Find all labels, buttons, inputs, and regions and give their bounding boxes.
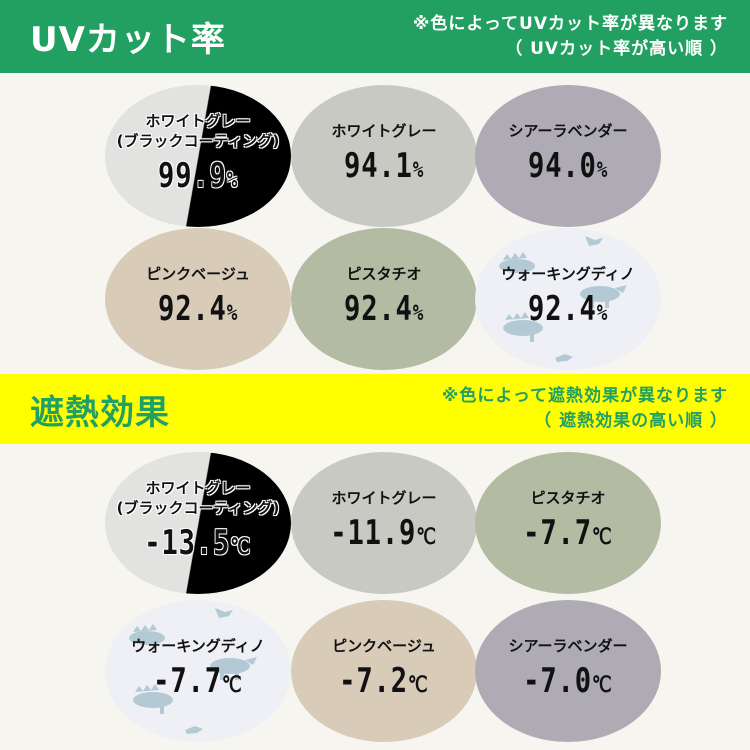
metric-number: -7.0 [523,660,593,701]
color-name-line1: シアーラベンダー [508,121,628,140]
color-name-line1: ホワイトグレー [145,111,251,130]
color-name: ピンクベージュ [146,264,250,284]
color-option-card: ウォーキングディノ 92.4% [475,228,661,370]
metric-unit: % [596,300,609,326]
metric-unit: ℃ [592,672,613,698]
metric-number: -7.7 [523,512,593,553]
color-option-card: シアーラベンダー -7.0℃ [475,600,661,742]
metric-unit: ℃ [230,534,252,560]
metric-number: -11.9 [330,512,417,553]
color-name: ウォーキングディノ [501,264,635,284]
metric-value: -11.9℃ [331,512,437,559]
metric-value: 94.0% [528,145,608,192]
metric-number: -7.2 [339,660,409,701]
metric-number: -13.5 [144,522,231,563]
metric-unit: ℃ [408,672,429,698]
uv-cut-header: UVカット率 ※色によってUVカット率が異なります （ UVカット率が高い順 ） [0,0,750,73]
metric-unit: % [412,300,425,326]
color-name-line1: シアーラベンダー [508,636,628,655]
color-option-card: ホワイトグレー 94.1% [291,85,477,227]
color-option-card: ピンクベージュ -7.2℃ [291,600,477,742]
metric-value: 92.4% [528,288,608,335]
color-name-line1: ピスタチオ [346,264,422,283]
color-name-line1: ウォーキングディノ [131,636,265,655]
metric-unit: ℃ [592,524,613,550]
uv-cut-note-line2: （ UVカット率が高い順 ） [505,38,728,59]
metric-value: -7.2℃ [339,660,428,707]
color-name: シアーラベンダー [508,121,627,141]
metric-value: 92.4% [158,288,238,335]
metric-unit: % [596,157,609,183]
metric-unit: % [412,157,425,183]
color-name: ホワイトグレー (ブラックコーティング) [117,111,280,151]
color-option-card: ウォーキングディノ -7.7℃ [105,600,291,742]
metric-value: -13.5℃ [145,522,251,569]
color-option-card: ピスタチオ 92.4% [291,228,477,370]
color-name: ホワイトグレー [331,488,436,508]
metric-value: 94.1% [344,145,424,192]
color-name: ホワイトグレー (ブラックコーティング) [117,478,280,518]
color-option-card: ピスタチオ -7.7℃ [475,452,661,594]
black-coating-split [105,452,291,594]
color-name-line1: ホワイトグレー [331,121,437,140]
metric-number: 99.9 [157,155,227,196]
metric-unit: % [226,300,239,326]
heat-shield-title: 遮熱効果 [30,392,170,433]
color-name-line2: (ブラックコーティング) [116,498,280,517]
color-option-card: ホワイトグレー -11.9℃ [291,452,477,594]
color-option-card: シアーラベンダー 94.0% [475,85,661,227]
metric-unit: % [226,167,239,193]
heat-shield-header: 遮熱効果 ※色によって遮熱効果が異なります （ 遮熱効果の高い順 ） [0,374,750,444]
metric-unit: ℃ [416,524,438,550]
heat-shield-note-line2: （ 遮熱効果の高い順 ） [534,411,728,431]
metric-number: 94.1 [343,145,413,186]
color-name-line1: ピンクベージュ [146,264,250,283]
color-name-line1: ピスタチオ [530,488,606,507]
uv-cut-title: UVカット率 [30,20,226,60]
color-option-card: ピンクベージュ 92.4% [105,228,291,370]
dinosaur-pattern-icon [499,236,627,362]
uv-cut-note-line1: ※色によってUVカット率が異なります [412,13,728,34]
color-name: ピンクベージュ [332,636,436,656]
metric-number: 92.4 [343,288,413,329]
color-name-line1: ホワイトグレー [331,488,437,507]
color-name: シアーラベンダー [508,636,627,656]
metric-number: 92.4 [157,288,227,329]
heat-shield-note: ※色によって遮熱効果が異なります （ 遮熱効果の高い順 ） [442,384,728,434]
black-coating-split [105,85,291,227]
uv-cut-note: ※色によってUVカット率が異なります （ UVカット率が高い順 ） [413,12,728,62]
color-name: ホワイトグレー [331,121,436,141]
color-name-line1: ピンクベージュ [332,636,436,655]
metric-value: -7.7℃ [153,660,242,707]
color-name: ウォーキングディノ [131,636,265,656]
color-name-line1: ウォーキングディノ [501,264,635,283]
color-option-card: ホワイトグレー (ブラックコーティング) -13.5℃ [105,452,291,594]
metric-value: 92.4% [344,288,424,335]
color-name: ピスタチオ [530,488,605,508]
color-name-line1: ホワイトグレー [145,478,251,497]
metric-value: -7.0℃ [523,660,612,707]
metric-number: -7.7 [153,660,223,701]
heat-shield-note-line1: ※色によって遮熱効果が異なります [441,386,728,406]
color-option-card: ホワイトグレー (ブラックコーティング) 99.9% [105,85,291,227]
metric-value: -7.7℃ [523,512,612,559]
metric-unit: ℃ [222,672,243,698]
metric-number: 92.4 [527,288,597,329]
dinosaur-pattern-icon [129,608,257,734]
color-name-line2: (ブラックコーティング) [116,131,280,150]
color-name: ピスタチオ [346,264,421,284]
metric-value: 99.9% [158,155,238,202]
metric-number: 94.0 [527,145,597,186]
